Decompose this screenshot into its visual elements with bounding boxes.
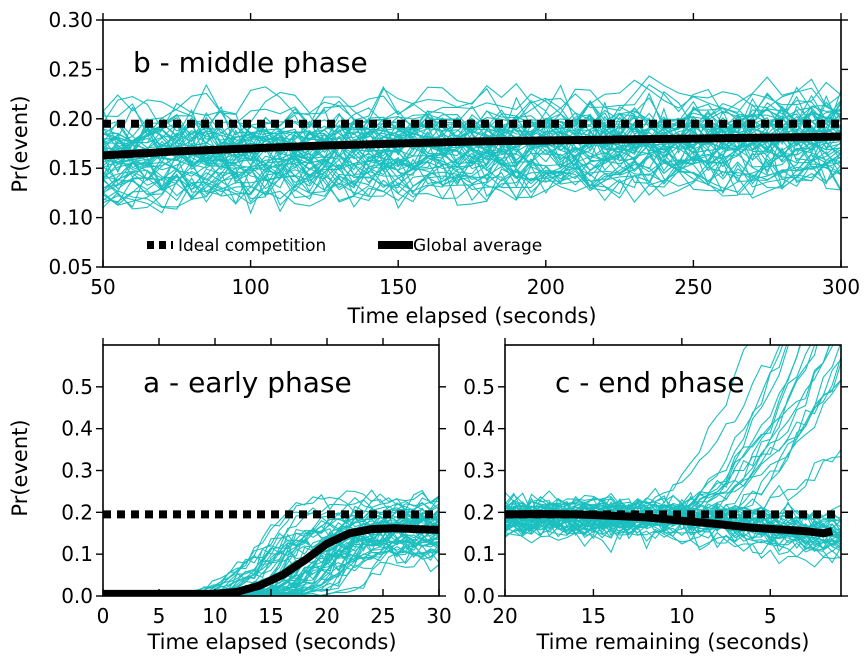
panel-b-title: b - middle phase [133,46,368,79]
y-tick-label: 0.25 [48,57,93,81]
trace-line [103,76,841,121]
x-tick-label: 15 [258,604,283,628]
panel-b-ticks: 50 100 150 200 250 300 0.05 0.10 0.15 0.20 0.25 0.3… [48,8,860,299]
legend-ideal-label: Ideal competition [178,236,326,256]
legend: Ideal competition Global average [147,236,542,256]
trace-line [505,345,784,535]
y-tick-label: 0.5 [61,375,93,399]
y-tick-label: 0.0 [61,584,93,608]
global-average-line [505,510,834,538]
x-tick-label: 0 [97,604,110,628]
y-tick-label: 0.3 [463,459,495,483]
y-tick-label: 0.05 [48,255,93,279]
trace-line [103,75,841,131]
x-tick-label: 15 [581,604,606,628]
trace-line [103,100,841,157]
trace-line [103,124,841,182]
x-tick-label: 20 [314,604,339,628]
trace-line [505,345,812,518]
trace-line [103,130,841,182]
y-tick-label: 0.5 [463,375,495,399]
panel-c-traces [505,345,841,568]
trace-line [505,524,841,564]
trace-line [103,149,841,210]
trace-line [505,491,841,526]
panel-c-xlabel: Time remaining (seconds) [536,630,810,654]
trace-line [103,159,841,206]
y-tick-label: 0.4 [61,417,93,441]
trace-line [103,157,841,210]
trace-line [103,97,841,147]
x-tick-label: 150 [379,275,417,299]
y-tick-label: 0.3 [61,459,93,483]
y-tick-label: 0.4 [463,417,495,441]
trace-line [505,345,788,538]
trace-line [505,345,831,521]
panel-a-ylabel: Pr(event) [8,419,32,516]
x-tick-label: 50 [90,275,115,299]
x-tick-label: 200 [527,275,565,299]
panel-b: 50 100 150 200 250 300 0.05 0.10 0.15 0.20 0.25 0.3… [8,8,860,328]
y-tick-label: 0.20 [48,107,93,131]
panel-c-ticks: 20 15 10 5 0.0 0.1 0.2 0.3 0.4 0.5 [463,338,848,628]
trace-line [505,345,801,534]
trace-line [103,528,439,596]
panel-b-frame [102,19,842,268]
x-tick-label: 5 [153,604,166,628]
y-tick-label: 0.30 [48,8,93,32]
x-tick-label: 10 [669,604,694,628]
trace-line [103,503,439,596]
trace-line [103,79,841,136]
panel-a: 0 5 10 15 20 25 30 0.0 0.1 0.2 0.3 0.4 0.5 a - early… [8,338,452,654]
panel-a-xlabel: Time elapsed (seconds) [146,630,396,654]
y-tick-label: 0.2 [61,500,93,524]
panel-c-series [505,510,841,538]
y-tick-label: 0.10 [48,206,93,230]
trace-line [103,126,841,178]
panel-a-ticks: 0 5 10 15 20 25 30 0.0 0.1 0.2 0.3 0.4 0.5 [61,338,452,628]
panel-c: 20 15 10 50.00.10.20.30.40.5 c - end phase … [463,338,848,654]
panel-a-title: a - early phase [143,366,352,399]
trace-line [103,110,841,160]
y-tick-label: 0.0 [463,584,495,608]
y-tick-label: 0.15 [48,156,93,180]
panel-b-series [103,119,841,160]
trace-line [505,345,781,513]
panel-b-ylabel: Pr(event) [8,95,32,192]
x-tick-label: 100 [232,275,270,299]
trace-line [505,515,841,550]
trace-line [103,497,439,596]
x-tick-label: 25 [370,604,395,628]
legend-average-label: Global average [413,236,542,256]
panel-c-title: c - end phase [555,366,744,399]
trace-line [103,99,841,154]
x-tick-label: 5 [764,604,777,628]
trace-line [103,140,841,195]
trace-line [505,345,830,527]
global-average-line [103,132,841,160]
x-tick-label: 30 [426,604,451,628]
trace-line [103,129,841,193]
x-tick-label: 10 [202,604,227,628]
y-tick-label: 0.1 [61,542,93,566]
trace-line [103,92,841,154]
panel-b-xlabel: Time elapsed (seconds) [346,304,596,328]
y-tick-label: 0.2 [463,500,495,524]
x-tick-label: 250 [674,275,712,299]
x-tick-label: 20 [492,604,517,628]
x-tick-label: 300 [822,275,860,299]
trace-line [103,117,841,185]
trace-line [505,345,789,535]
y-tick-label: 0.1 [463,542,495,566]
